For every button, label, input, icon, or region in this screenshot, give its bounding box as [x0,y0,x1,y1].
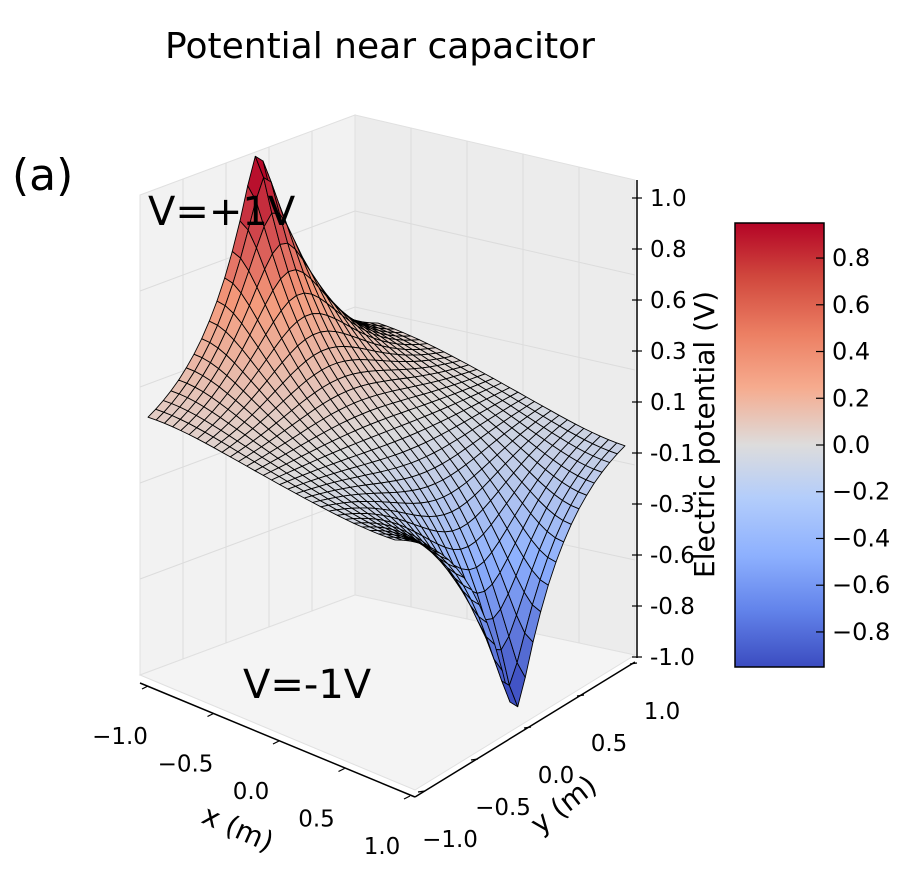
x-tick [272,740,280,745]
colorbar-tick-label: −0.8 [832,618,890,646]
x-tick-label: 1.0 [364,834,401,860]
y-tick-label: −1.0 [422,827,478,853]
x-tick [403,795,411,800]
z-tick-label: 0.8 [650,237,687,263]
z-tick-label: -0.6 [650,543,695,569]
z-tick-label: -0.3 [650,492,695,518]
z-axis-label: Electric potential (V) [688,291,721,578]
panel-label: (a) [12,150,73,201]
z-tick-label: 0.3 [650,339,687,365]
z-tick-label: 0.1 [650,390,687,416]
colorbar-tick-label: 0.2 [832,384,870,412]
z-tick-label: 0.6 [650,288,687,314]
y-tick [523,726,532,729]
x-tick [207,712,214,718]
colorbar-tick-label: −0.4 [832,524,890,552]
y-tick [470,758,479,761]
surface-patch [608,442,626,455]
y-tick [417,790,426,793]
y-tick [629,662,638,665]
z-tick-label: -0.1 [650,441,695,467]
chart-title: Potential near capacitor [165,26,595,67]
colorbar [734,222,825,668]
potential-surface [147,155,626,708]
colorbar-tick-label: 0.0 [832,431,870,459]
y-tick [576,694,585,697]
colorbar-tick-label: −0.6 [832,571,890,599]
y-tick-label: 0.5 [591,731,628,757]
x-axis-line [139,682,416,798]
annotation-negative-plate: V=-1V [243,662,372,708]
x-tick [338,767,345,773]
colorbar-tick-label: −0.2 [832,478,890,506]
axis-ticks: −1.0 −0.5 0.0 0.5 1.0 −1.0 −0.5 0.0 0.5 1.0 -1.0 -0… [92,186,695,860]
z-tick-label: 1.0 [650,186,687,212]
y-tick-label: 0.0 [538,763,575,789]
colorbar-ticks: 0.8 0.6 0.4 0.2 0.0 −0.2 −0.4 −0.6 −0.8 [816,244,890,646]
colorbar-tick-label: 0.8 [832,244,870,272]
x-axis-label: x (m) [197,798,279,858]
colorbar-tick-label: 0.6 [832,291,870,319]
x-tick-label: −1.0 [92,724,148,750]
annotation-positive-plate: V=+1V [148,189,296,235]
x-tick-label: 0.0 [233,779,270,805]
z-tick-label: -1.0 [650,645,695,671]
axis-lines [139,180,638,798]
colorbar-tick-label: 0.4 [832,338,870,366]
x-tick-label: −0.5 [158,752,214,778]
y-tick-label: 1.0 [644,699,681,725]
z-tick-label: -0.8 [650,594,695,620]
y-axis-line [414,661,636,798]
x-tick-label: 0.5 [298,807,335,833]
x-tick [141,685,149,690]
y-tick-label: −0.5 [475,795,531,821]
